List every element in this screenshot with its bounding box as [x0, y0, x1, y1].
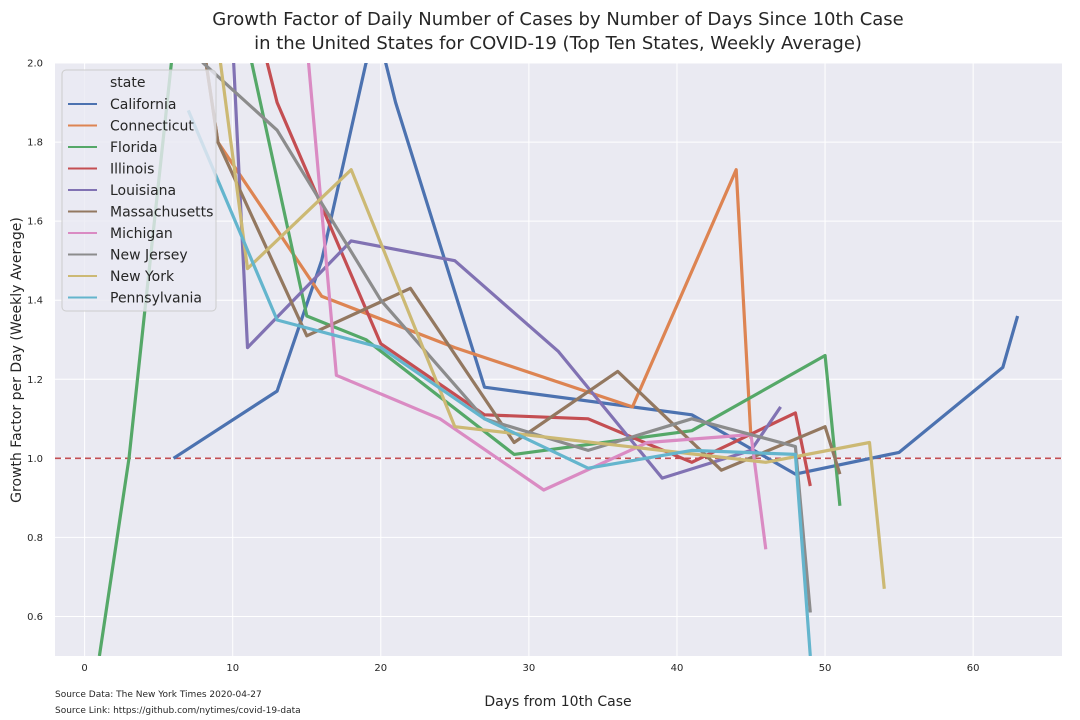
series-line-illinois: [265, 63, 812, 487]
y-tick-label: 0.8: [27, 533, 43, 544]
x-tick-label: 0: [81, 663, 87, 674]
legend-box: [61, 69, 217, 312]
x-tick-label: 30: [523, 663, 536, 674]
x-tick-label: 40: [671, 663, 684, 674]
series-line-louisiana: [232, 63, 782, 480]
legend-label-california: California: [110, 97, 176, 113]
series-lines: [97, 63, 1020, 656]
legend-label-connecticut: Connecticut: [110, 119, 194, 135]
y-tick-label: 1.4: [27, 296, 43, 307]
x-axis-label: Days from 10th Case: [484, 694, 631, 710]
legend-title: state: [110, 75, 145, 91]
x-tick-label: 50: [819, 663, 832, 674]
y-tick-label: 1.8: [27, 138, 43, 149]
series-line-pennsylvania: [186, 109, 812, 656]
legend-label-louisiana: Louisiana: [110, 183, 176, 199]
x-tick-label: 20: [374, 663, 387, 674]
tick-labels: 0 10 20 30 40 50 60 0.6 0.8 1.0 1.2 1.4 1.6 1.8 2.0: [27, 59, 979, 675]
chart-title: Growth Factor of Daily Number of Cases b…: [212, 9, 904, 30]
source-link-text: Source Link: https://github.com/nytimes/…: [55, 706, 301, 716]
series-line-new-york: [218, 63, 886, 589]
y-tick-label: 0.6: [27, 612, 43, 623]
legend-label-michigan: Michigan: [110, 226, 173, 242]
source-data-text: Source Data: The New York Times 2020-04-…: [55, 690, 262, 700]
legend-label-new-jersey: New Jersey: [110, 248, 188, 264]
legend-label-massachusetts: Massachusetts: [110, 205, 213, 221]
legend-label-pennsylvania: Pennsylvania: [110, 291, 202, 307]
series-line-massachusetts: [204, 63, 842, 475]
legend-label-florida: Florida: [110, 140, 158, 156]
y-tick-label: 1.0: [27, 454, 43, 465]
chart-subtitle: in the United States for COVID-19 (Top T…: [254, 33, 862, 54]
legend-label-new-york: New York: [110, 269, 175, 285]
y-tick-label: 1.6: [27, 217, 43, 228]
x-tick-label: 10: [226, 663, 239, 674]
y-axis-label: Growth Factor per Day (Weekly Average): [9, 217, 25, 503]
y-tick-label: 2.0: [27, 59, 43, 70]
x-tick-label: 60: [967, 663, 980, 674]
y-tick-label: 1.2: [27, 375, 43, 386]
legend-label-illinois: Illinois: [110, 162, 154, 178]
legend: state California Connecticut Florida Illino…: [61, 69, 217, 312]
plot-area: [55, 63, 1062, 656]
